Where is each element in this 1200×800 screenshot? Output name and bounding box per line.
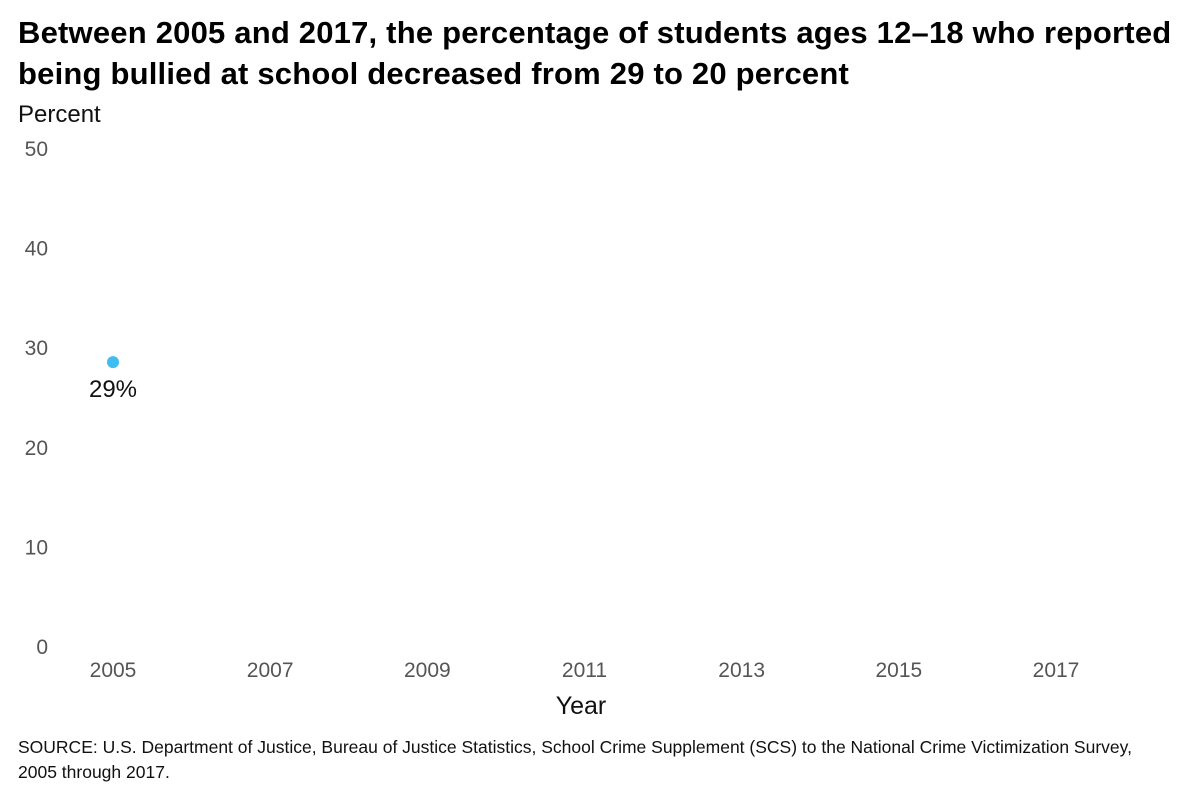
data-point-label: 29% [89,376,137,403]
chart-title: Between 2005 and 2017, the percentage of… [18,15,1172,91]
x-tick-label: 2007 [247,659,294,682]
y-tick-label: 50 [25,138,48,161]
y-tick-label: 10 [25,536,48,559]
x-axis-ticks: 2005 2007 2009 2011 2013 2015 2017 [90,659,1080,682]
y-axis-label: Percent [18,101,101,128]
y-axis-ticks: 0 10 20 30 40 50 [25,138,48,659]
x-tick-label: 2015 [875,659,922,682]
y-tick-label: 20 [25,437,48,460]
x-tick-label: 2009 [404,659,451,682]
data-points: 29% [89,356,137,403]
x-tick-label: 2017 [1033,659,1080,682]
y-tick-label: 40 [25,238,48,261]
data-point [107,356,119,369]
chart-plot-area: 0 10 20 30 40 50 2005 2007 2009 2011 2013 2015 2017… [25,138,1080,720]
source-note: SOURCE: U.S. Department of Justice, Bure… [18,737,1132,782]
x-axis-label: Year [556,692,607,720]
y-tick-label: 30 [25,337,48,360]
x-tick-label: 2013 [718,659,765,682]
x-tick-label: 2005 [90,659,137,682]
y-tick-label: 0 [36,636,48,659]
x-tick-label: 2011 [562,659,607,682]
